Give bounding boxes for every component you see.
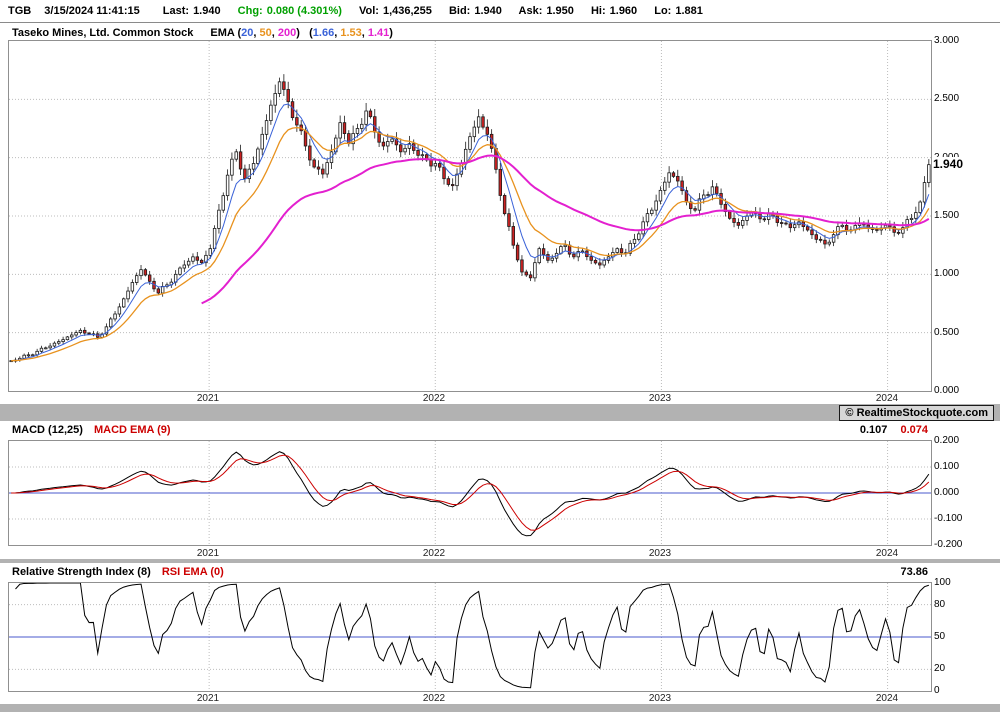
rsi-year-label: 2023 — [648, 693, 672, 704]
rsi-year-label: 2022 — [422, 693, 446, 704]
rsi-y-tick: 100 — [934, 577, 951, 588]
macd-chart-canvas — [8, 440, 932, 546]
price-year-label: 2022 — [422, 393, 446, 404]
last-field: Last: 1.940 — [163, 5, 221, 17]
ema-legend-token: , — [271, 27, 278, 39]
macd-y-tick: -0.200 — [934, 539, 963, 550]
price-y-tick: 1.000 — [934, 268, 960, 279]
macd-y-tick: 0.200 — [934, 435, 960, 446]
macd-title-row: MACD (12,25) MACD EMA (9) — [12, 424, 171, 436]
ema-legend-token: ) — [296, 27, 300, 39]
macd-value: 0.107 — [859, 424, 888, 436]
ema-legend-token: 200 — [277, 27, 297, 39]
rsi-year-label: 2021 — [196, 693, 220, 704]
quote-timestamp: 3/15/2024 11:41:15 — [44, 5, 140, 17]
ema-legend-token: , — [334, 27, 341, 39]
macd-year-label: 2023 — [648, 548, 672, 559]
high-value: 1.960 — [609, 5, 638, 17]
stock-title: Taseko Mines, Ltd. Common Stock — [12, 27, 194, 39]
change-value: 0.080 (4.301%) — [266, 5, 342, 17]
low-value: 1.881 — [675, 5, 703, 17]
volume-field: Vol: 1,436,255 — [359, 5, 432, 17]
ema-legend-token: 50 — [259, 27, 272, 39]
ema-legend-token: EMA — [210, 27, 238, 39]
rsi-signal-title: RSI EMA (0) — [161, 566, 224, 578]
macd-title: MACD (12,25) — [12, 424, 83, 436]
volume-label: Vol: — [358, 5, 379, 17]
price-y-tick: 0.500 — [934, 327, 960, 338]
price-chart-title-row: Taseko Mines, Ltd. Common Stock EMA (20,… — [12, 27, 393, 39]
ema-legend-token: 1.53 — [340, 27, 362, 39]
ema-legend-token: ) — [389, 27, 393, 39]
macd-values-row: 0.107 0.074 — [860, 424, 928, 436]
rsi-chart-canvas — [8, 582, 932, 692]
quote-header: TGB 3/15/2024 11:41:15 Last: 1.940 Chg: 0.… — [0, 0, 1000, 23]
low-field: Lo: 1.881 — [654, 5, 703, 17]
rsi-y-tick: 20 — [934, 663, 946, 674]
rsi-year-label: 2024 — [875, 693, 899, 704]
ema-legend-token: , — [361, 27, 368, 39]
macd-signal-value: 0.074 — [900, 424, 928, 436]
price-y-tick: 3.000 — [934, 35, 960, 46]
rsi-title-row: Relative Strength Index (8) RSI EMA (0) — [12, 566, 224, 578]
macd-y-tick: -0.100 — [934, 513, 963, 524]
ema-legend-token: 20 — [241, 27, 254, 39]
rsi-value-row: 73.86 — [900, 566, 928, 578]
price-year-label: 2023 — [648, 393, 672, 404]
price-year-label: 2024 — [875, 393, 899, 404]
ema-legend-token: ( — [299, 27, 313, 39]
rsi-y-tick: 80 — [934, 599, 946, 610]
ema-legend-token: 1.66 — [312, 27, 335, 39]
separator-band-top — [0, 404, 1000, 421]
last-value: 1.940 — [193, 5, 221, 17]
price-y-tick: 1.500 — [934, 210, 960, 221]
bid-value: 1.940 — [474, 5, 502, 17]
rsi-y-tick: 0 — [934, 685, 940, 696]
ema-legend: EMA (20, 50, 200) (1.66, 1.53, 1.41) — [210, 27, 393, 39]
ema-legend-token: ( — [237, 27, 242, 39]
high-label: Hi: — [590, 5, 606, 17]
low-label: Lo: — [654, 5, 672, 17]
change-label: Chg: — [237, 5, 263, 17]
ask-label: Ask: — [518, 5, 543, 17]
separator-band-bottom — [0, 704, 1000, 712]
last-price-axis-label: 1.940 — [933, 157, 964, 171]
separator-band-middle — [0, 559, 1000, 563]
price-y-tick: 2.500 — [934, 93, 960, 104]
bid-field: Bid: 1.940 — [449, 5, 502, 17]
macd-year-label: 2021 — [196, 548, 220, 559]
volume-value: 1,436,255 — [382, 5, 432, 17]
bid-label: Bid: — [448, 5, 471, 17]
macd-signal-title: MACD EMA (9) — [93, 424, 171, 436]
rsi-y-tick: 50 — [934, 631, 946, 642]
price-chart-canvas — [8, 40, 932, 392]
change-field: Chg: 0.080 (4.301%) — [238, 5, 342, 17]
ema-legend-token: 1.41 — [367, 27, 390, 39]
copyright-watermark: © RealtimeStockquote.com — [839, 405, 994, 421]
rsi-value: 73.86 — [900, 566, 928, 578]
macd-year-label: 2022 — [422, 548, 446, 559]
last-label: Last: — [162, 5, 190, 17]
macd-y-tick: 0.100 — [934, 461, 960, 472]
macd-y-tick: 0.000 — [934, 487, 960, 498]
rsi-title: Relative Strength Index (8) — [12, 566, 151, 578]
ask-value: 1.950 — [546, 5, 574, 17]
ticker-symbol: TGB — [8, 5, 32, 17]
price-y-tick: 0.000 — [934, 385, 960, 396]
ask-field: Ask: 1.950 — [519, 5, 574, 17]
high-field: Hi: 1.960 — [591, 5, 637, 17]
macd-year-label: 2024 — [875, 548, 899, 559]
ema-legend-token: , — [253, 27, 260, 39]
price-year-label: 2021 — [196, 393, 220, 404]
